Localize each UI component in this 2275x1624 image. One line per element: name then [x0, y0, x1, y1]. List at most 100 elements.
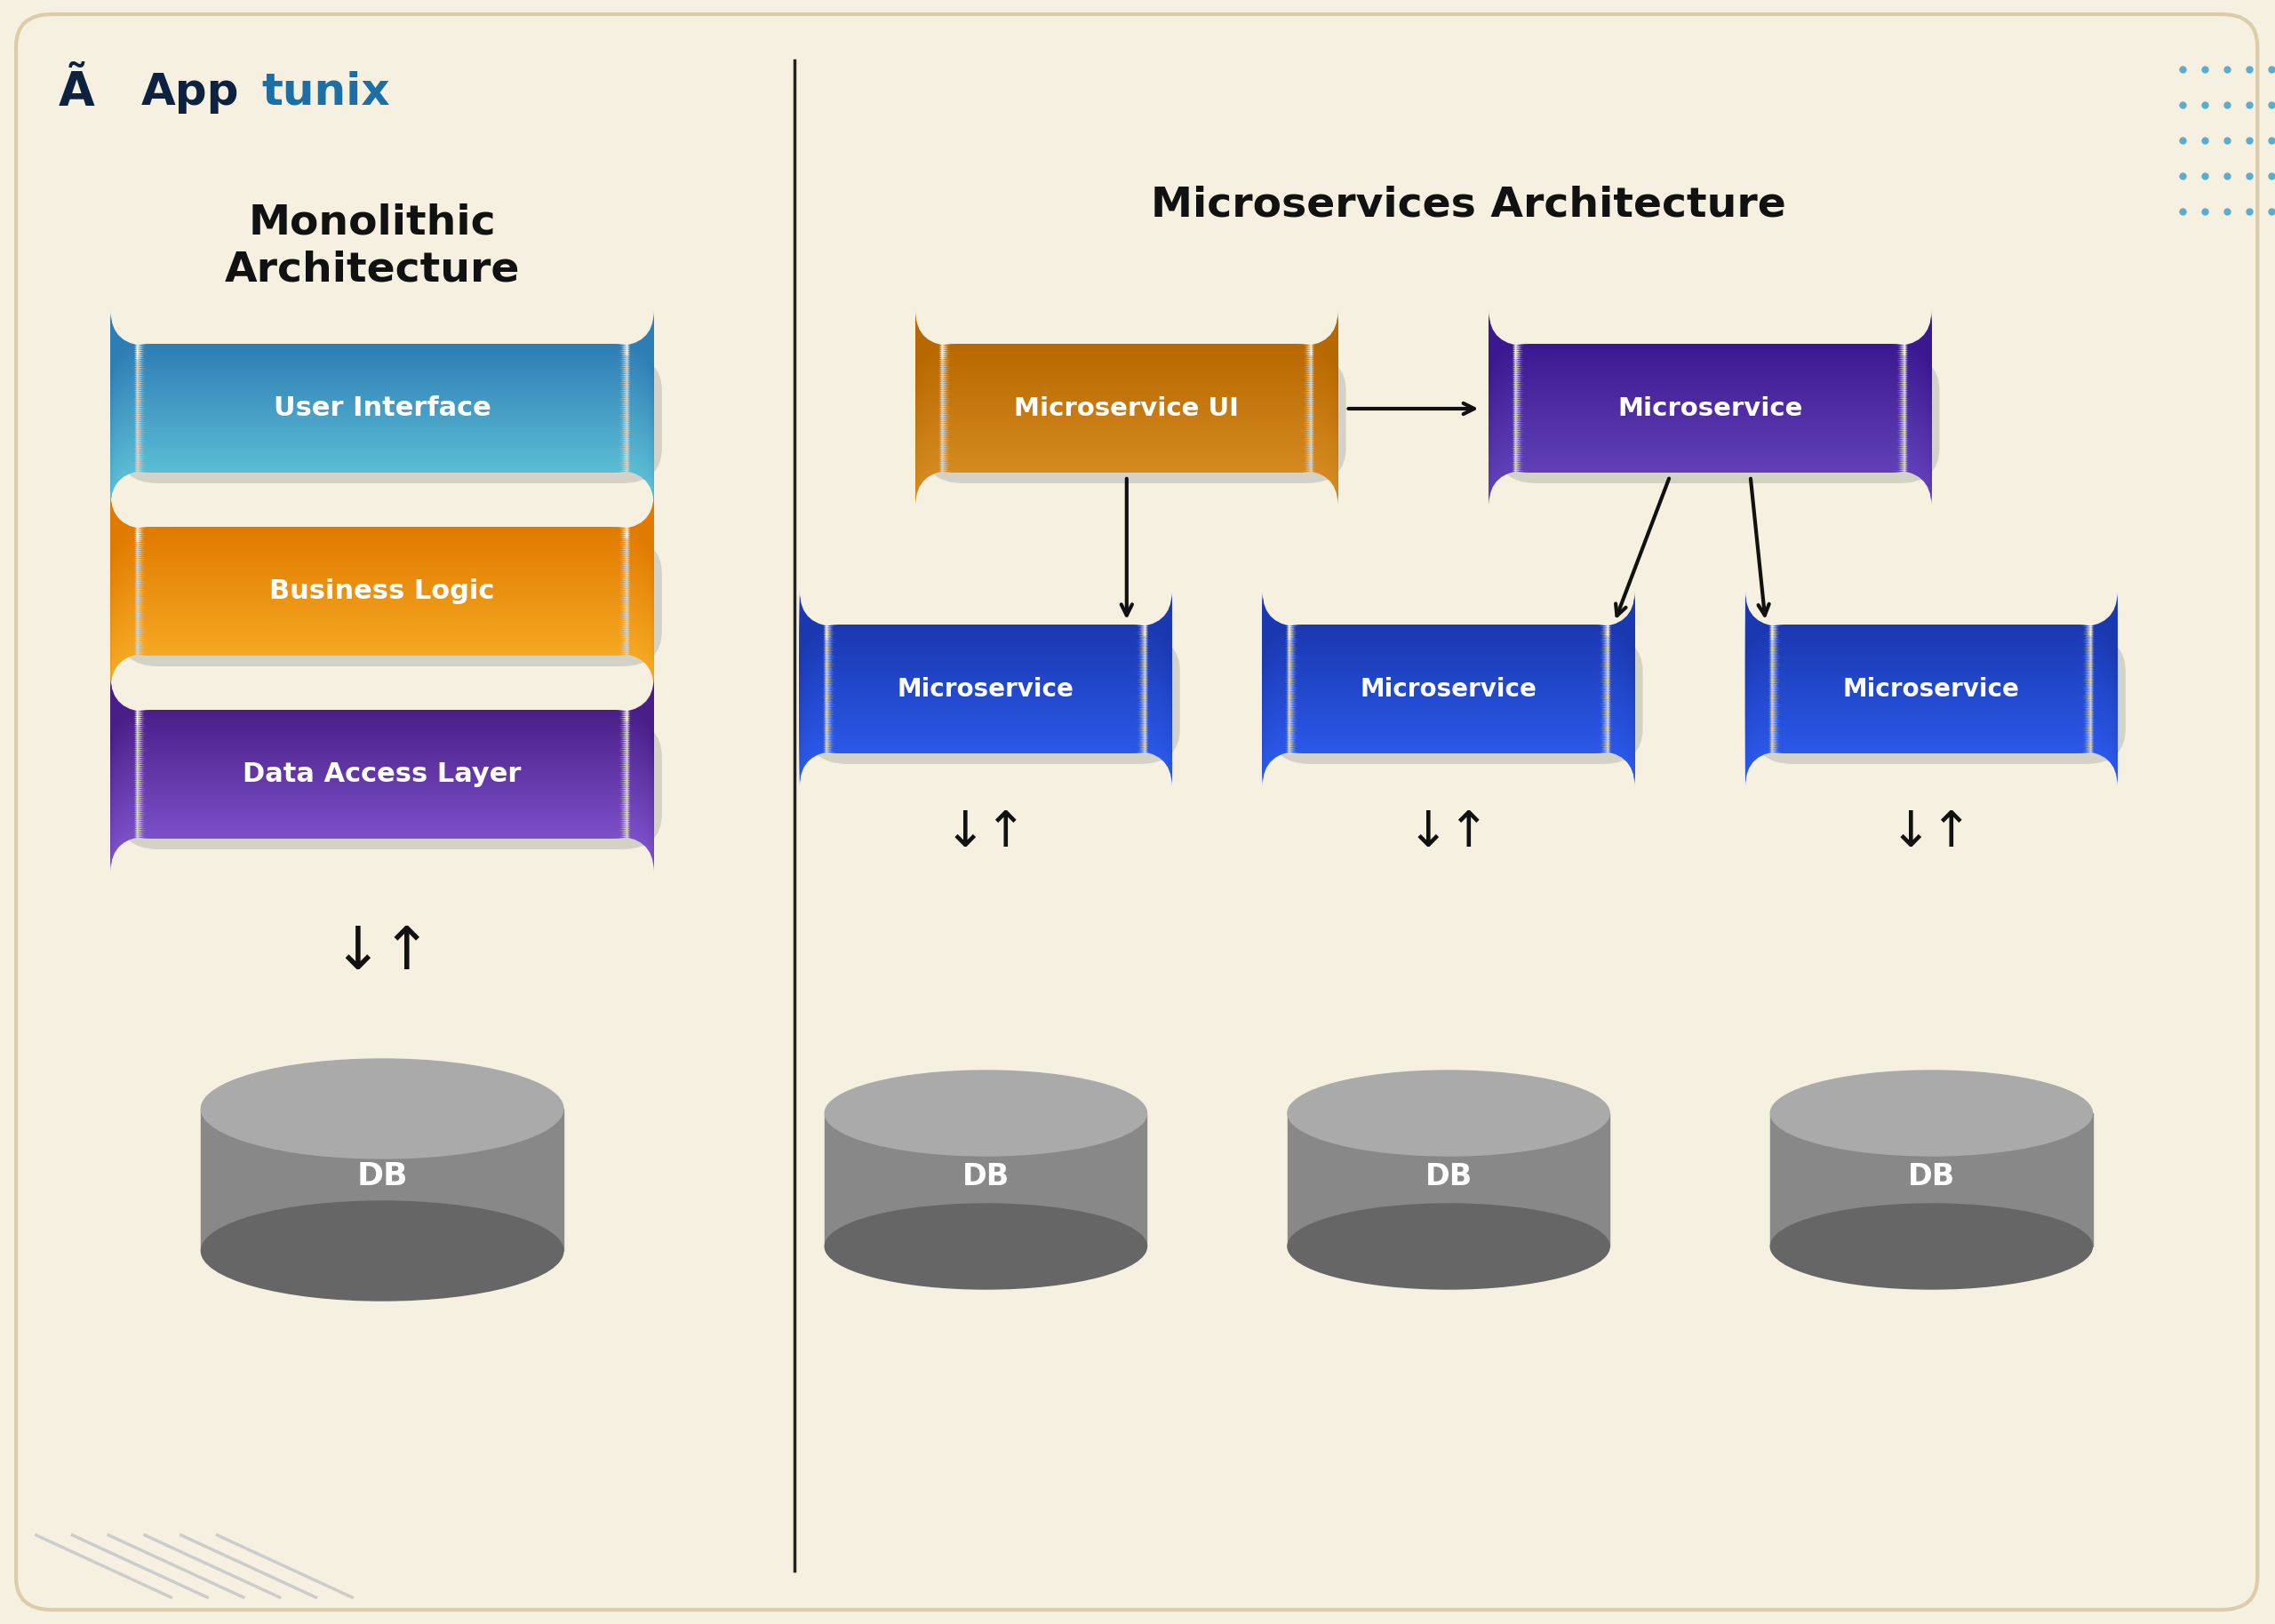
- FancyBboxPatch shape: [1263, 632, 1636, 700]
- FancyBboxPatch shape: [111, 700, 653, 768]
- FancyBboxPatch shape: [111, 312, 653, 382]
- FancyBboxPatch shape: [111, 313, 653, 383]
- FancyBboxPatch shape: [111, 760, 653, 828]
- FancyBboxPatch shape: [1263, 706, 1636, 775]
- FancyBboxPatch shape: [111, 593, 653, 661]
- FancyBboxPatch shape: [915, 339, 1338, 408]
- FancyBboxPatch shape: [111, 320, 653, 388]
- FancyBboxPatch shape: [111, 560, 653, 630]
- FancyBboxPatch shape: [1263, 606, 1636, 674]
- FancyBboxPatch shape: [801, 695, 1172, 763]
- FancyBboxPatch shape: [1488, 424, 1931, 494]
- FancyBboxPatch shape: [1263, 619, 1636, 687]
- FancyBboxPatch shape: [1745, 656, 2118, 724]
- FancyBboxPatch shape: [111, 502, 653, 570]
- FancyBboxPatch shape: [1488, 419, 1931, 489]
- FancyBboxPatch shape: [1263, 633, 1636, 702]
- FancyBboxPatch shape: [801, 690, 1172, 760]
- FancyBboxPatch shape: [801, 698, 1172, 767]
- FancyBboxPatch shape: [1263, 620, 1636, 689]
- FancyBboxPatch shape: [111, 692, 653, 760]
- FancyBboxPatch shape: [111, 378, 653, 447]
- FancyBboxPatch shape: [915, 437, 1338, 505]
- FancyBboxPatch shape: [1745, 653, 2118, 721]
- FancyBboxPatch shape: [111, 375, 653, 443]
- FancyBboxPatch shape: [1745, 677, 2118, 747]
- FancyBboxPatch shape: [1263, 703, 1636, 771]
- FancyBboxPatch shape: [808, 637, 1181, 763]
- FancyBboxPatch shape: [1745, 593, 2118, 661]
- FancyBboxPatch shape: [111, 541, 653, 609]
- FancyBboxPatch shape: [1263, 700, 1636, 768]
- FancyBboxPatch shape: [1263, 656, 1636, 724]
- FancyBboxPatch shape: [111, 690, 653, 758]
- FancyBboxPatch shape: [1745, 663, 2118, 731]
- Bar: [826, 1112, 1147, 1247]
- FancyBboxPatch shape: [111, 533, 653, 601]
- FancyBboxPatch shape: [801, 637, 1172, 705]
- FancyBboxPatch shape: [111, 591, 653, 659]
- FancyBboxPatch shape: [1488, 395, 1931, 463]
- FancyBboxPatch shape: [1263, 624, 1636, 692]
- FancyBboxPatch shape: [1263, 625, 1636, 693]
- FancyBboxPatch shape: [801, 676, 1172, 745]
- FancyBboxPatch shape: [1745, 697, 2118, 765]
- FancyBboxPatch shape: [1263, 677, 1636, 747]
- FancyBboxPatch shape: [1745, 599, 2118, 667]
- FancyBboxPatch shape: [111, 396, 653, 464]
- FancyBboxPatch shape: [801, 667, 1172, 736]
- FancyBboxPatch shape: [1488, 330, 1931, 398]
- FancyBboxPatch shape: [1745, 706, 2118, 775]
- FancyBboxPatch shape: [111, 380, 653, 448]
- FancyBboxPatch shape: [118, 356, 662, 484]
- FancyBboxPatch shape: [915, 396, 1338, 464]
- FancyBboxPatch shape: [111, 609, 653, 677]
- FancyBboxPatch shape: [801, 615, 1172, 684]
- FancyBboxPatch shape: [801, 650, 1172, 718]
- FancyBboxPatch shape: [1745, 710, 2118, 778]
- FancyBboxPatch shape: [801, 599, 1172, 667]
- FancyBboxPatch shape: [801, 596, 1172, 664]
- FancyBboxPatch shape: [111, 598, 653, 666]
- FancyBboxPatch shape: [111, 620, 653, 689]
- FancyBboxPatch shape: [1745, 659, 2118, 728]
- FancyBboxPatch shape: [111, 804, 653, 872]
- FancyBboxPatch shape: [1745, 679, 2118, 749]
- FancyBboxPatch shape: [111, 577, 653, 645]
- FancyBboxPatch shape: [1263, 653, 1636, 721]
- Ellipse shape: [1770, 1203, 2093, 1289]
- FancyBboxPatch shape: [1263, 705, 1636, 773]
- FancyBboxPatch shape: [924, 356, 1347, 484]
- FancyBboxPatch shape: [915, 377, 1338, 445]
- FancyBboxPatch shape: [1263, 601, 1636, 669]
- FancyBboxPatch shape: [111, 757, 653, 825]
- FancyBboxPatch shape: [915, 359, 1338, 427]
- FancyBboxPatch shape: [1263, 684, 1636, 754]
- FancyBboxPatch shape: [801, 706, 1172, 775]
- FancyBboxPatch shape: [111, 370, 653, 438]
- FancyBboxPatch shape: [111, 729, 653, 797]
- FancyBboxPatch shape: [111, 685, 653, 754]
- FancyBboxPatch shape: [1263, 663, 1636, 731]
- FancyBboxPatch shape: [111, 594, 653, 663]
- FancyBboxPatch shape: [111, 737, 653, 806]
- FancyBboxPatch shape: [111, 583, 653, 651]
- FancyBboxPatch shape: [915, 354, 1338, 422]
- FancyBboxPatch shape: [1745, 633, 2118, 702]
- Text: App: App: [141, 71, 239, 114]
- FancyBboxPatch shape: [1263, 718, 1636, 786]
- FancyBboxPatch shape: [111, 317, 653, 387]
- FancyBboxPatch shape: [915, 424, 1338, 494]
- FancyBboxPatch shape: [111, 424, 653, 494]
- FancyBboxPatch shape: [111, 404, 653, 474]
- FancyBboxPatch shape: [1488, 411, 1931, 481]
- FancyBboxPatch shape: [801, 606, 1172, 674]
- Text: DB: DB: [357, 1161, 407, 1192]
- Text: DB: DB: [1909, 1161, 1954, 1190]
- FancyBboxPatch shape: [111, 687, 653, 755]
- FancyBboxPatch shape: [1263, 646, 1636, 715]
- FancyBboxPatch shape: [1745, 594, 2118, 663]
- FancyBboxPatch shape: [1745, 674, 2118, 744]
- FancyBboxPatch shape: [1488, 388, 1931, 456]
- FancyBboxPatch shape: [1488, 393, 1931, 461]
